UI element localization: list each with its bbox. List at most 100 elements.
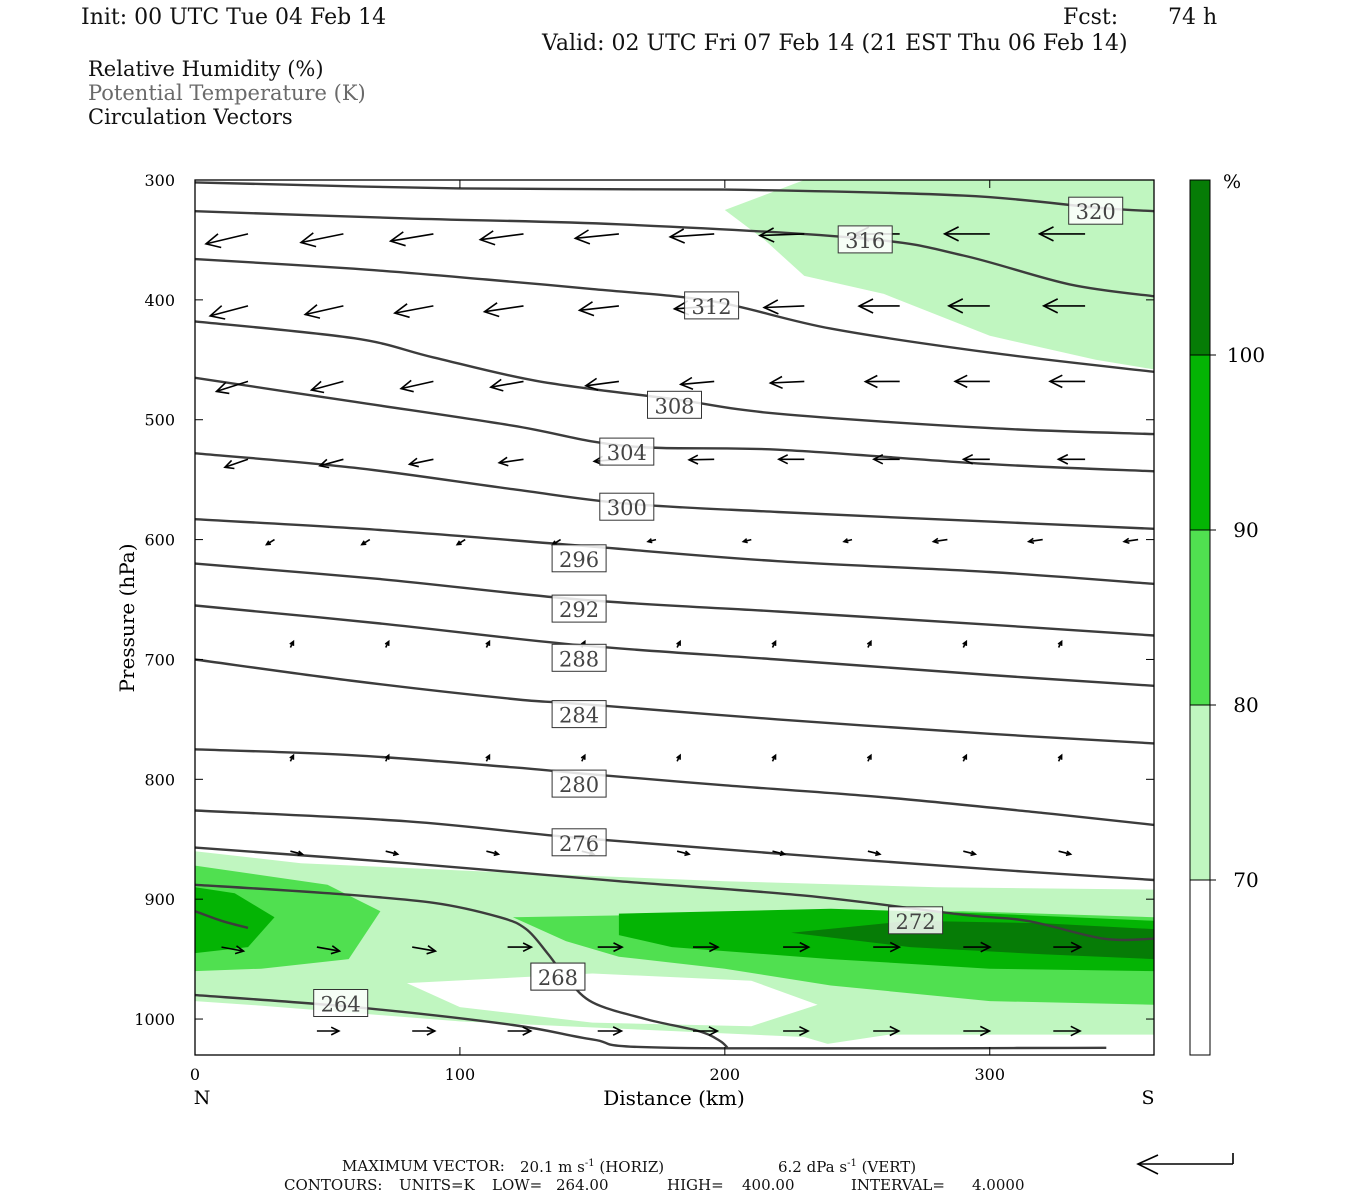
contours-interval-value: 4.0000 — [972, 1176, 1025, 1194]
circulation-vector — [1037, 226, 1086, 242]
circulation-vector — [580, 753, 586, 762]
circulation-vector — [407, 457, 434, 468]
circulation-vector — [758, 227, 805, 243]
vector-head — [330, 1026, 341, 1036]
contours-units: UNITS=K — [399, 1176, 475, 1194]
vector-shaft — [385, 850, 398, 855]
vector-shaft — [759, 233, 805, 237]
vector-shaft — [764, 305, 805, 309]
circulation-vector — [646, 538, 657, 544]
vector-head — [863, 374, 878, 389]
theta-contour-4 — [195, 809, 1154, 882]
maximum-vector-label: MAXIMUM VECTOR: — [342, 1157, 505, 1175]
contour-label-box — [551, 828, 607, 857]
x-tick-label: 200 — [710, 1065, 741, 1084]
circulation-vector — [676, 639, 681, 648]
vector-head — [1056, 453, 1069, 465]
vector-head — [961, 453, 974, 465]
vector-head — [889, 1025, 901, 1037]
circulation-vector — [303, 304, 344, 319]
contour-label-box — [530, 962, 586, 991]
rh-region-2 — [406, 973, 818, 1027]
circulation-vector — [1053, 941, 1083, 953]
vector-head — [799, 1025, 810, 1037]
x-tick-label: 0 — [190, 1065, 200, 1084]
y-tick-label: 300 — [144, 171, 175, 190]
colorbar-segment — [1190, 355, 1210, 530]
vector-head — [330, 945, 342, 955]
circulation-vector — [485, 753, 491, 762]
vector-shaft — [670, 233, 715, 238]
vector-head — [577, 301, 595, 317]
rh-region-3 — [817, 1034, 1154, 1055]
vector-shaft — [394, 305, 434, 314]
vector-shaft — [311, 380, 344, 391]
circulation-vector — [762, 299, 805, 315]
vector-shaft — [963, 850, 976, 855]
contour-label-284: 284 — [551, 700, 607, 729]
maximum-vector-vertical: 6.2 dPa s-1 (VERT) — [778, 1159, 916, 1175]
circulation-vector — [507, 1026, 533, 1036]
colorbar: 100 90 80 70 — [1189, 179, 1265, 1056]
contour-label-280: 280 — [551, 769, 607, 798]
vector-shaft — [209, 305, 249, 317]
contours-low-label: LOW= — [492, 1176, 543, 1194]
circulation-vector — [489, 378, 524, 392]
theta-contour-3 — [195, 846, 1154, 942]
vector-shaft — [490, 380, 524, 388]
vector-head — [931, 537, 939, 545]
circulation-vector — [455, 538, 466, 546]
vector-head — [646, 538, 653, 544]
vector-head — [318, 458, 330, 469]
circulation-vector — [1048, 374, 1086, 389]
vector-shaft — [499, 458, 524, 464]
circulation-vector — [290, 850, 305, 857]
vector-head — [208, 305, 226, 320]
vector-shaft — [319, 458, 344, 467]
circulation-vector — [289, 639, 295, 648]
theta-contour-13 — [195, 257, 1154, 373]
vector-shaft — [205, 233, 249, 245]
x-tick-label: 300 — [974, 1065, 1005, 1084]
contour-label-box — [684, 291, 740, 320]
circulation-vectors — [204, 226, 1139, 1037]
circulation-vector — [1041, 298, 1086, 314]
contour-label-text: 300 — [607, 496, 647, 520]
axes: 300 400 500 600 700 800 900 1000 0 100 200 300 — [134, 171, 1154, 1084]
vector-head — [762, 299, 779, 315]
contours-low-value: 264.00 — [556, 1176, 609, 1194]
vector-head — [485, 639, 491, 646]
circulation-vector — [482, 302, 524, 318]
vector-head — [771, 639, 777, 646]
colorbar-segment — [1190, 530, 1210, 705]
circulation-vector — [962, 753, 968, 762]
vector-shaft — [585, 380, 620, 387]
vector-shaft — [1028, 538, 1043, 543]
vector-head — [684, 850, 691, 857]
vector-head — [962, 639, 968, 646]
circulation-vector — [412, 945, 438, 955]
circulation-vector — [687, 454, 715, 465]
vector-head — [953, 374, 968, 389]
circulation-vector — [962, 639, 968, 648]
circulation-vector — [393, 303, 434, 319]
contour-label-box — [551, 769, 607, 798]
vector-head — [980, 941, 992, 953]
x-tick-label: 100 — [445, 1065, 476, 1084]
maximum-vector-horizontal: 20.1 m s-1 (HORIZ) — [520, 1159, 664, 1175]
y-tick-label: 700 — [144, 650, 175, 669]
contour-label-box — [837, 225, 893, 254]
vector-shaft — [680, 380, 715, 386]
colorbar-unit: % — [1223, 171, 1241, 193]
vertical-vector-value: 6.2 dPa s — [778, 1158, 848, 1176]
vector-head — [309, 380, 325, 394]
vector-head — [613, 942, 624, 953]
init-time: Init: 00 UTC Tue 04 Feb 14 — [81, 5, 387, 30]
theta-contour-8 — [195, 562, 1154, 637]
contours-label: CONTOURS: — [284, 1176, 383, 1194]
vector-shaft — [770, 380, 805, 384]
vector-head — [1070, 1025, 1082, 1037]
vector-head — [1057, 639, 1063, 646]
vector-shaft — [390, 233, 434, 242]
